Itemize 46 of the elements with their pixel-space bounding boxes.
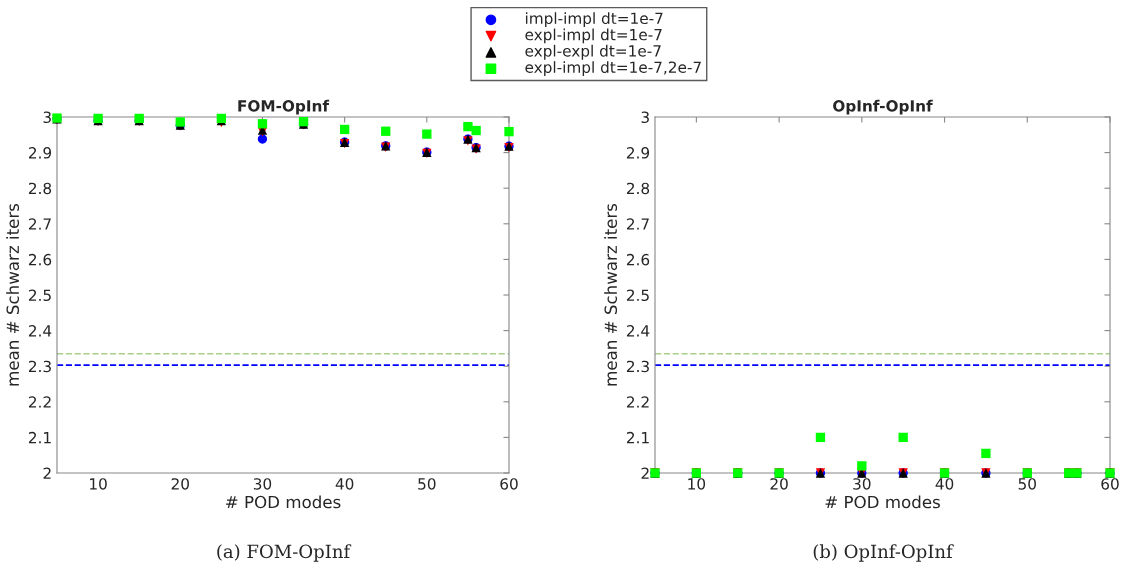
y-tick-label: 2.6 <box>626 253 650 266</box>
x-tick-label: 60 <box>1101 478 1119 490</box>
y-tick-label: 2.7 <box>626 218 649 230</box>
y-tick-label: 2.8 <box>626 182 650 195</box>
y-axis-title: mean # Schwarz iters <box>6 203 20 386</box>
y-tick-label: 2.7 <box>28 218 51 230</box>
legend-label: impl-impl dt=1e-7 <box>525 12 663 28</box>
y-tick-label: 2.9 <box>28 147 52 159</box>
x-tick-label: 20 <box>171 478 189 490</box>
text: (a) FOM-OpInf <box>217 544 352 562</box>
y-axis-title: mean # Schwarz iters <box>604 203 618 386</box>
chart-title: OpInf-OpInf <box>833 99 933 115</box>
y-tick-label: 2.3 <box>28 360 51 373</box>
x-axis-title: # POD modes <box>825 495 940 509</box>
x-tick-label: 30 <box>253 478 272 490</box>
x-tick-label: 10 <box>90 478 107 490</box>
y-tick-label: 2.6 <box>28 253 52 266</box>
x-tick-label: 40 <box>935 478 954 490</box>
x-tick-label: 10 <box>688 478 706 490</box>
y-tick-label: 2.5 <box>626 289 649 302</box>
y-tick-label: 2.8 <box>28 182 52 195</box>
x-tick-label: 60 <box>500 478 518 490</box>
y-tick-label: 2.3 <box>626 360 649 373</box>
legend-label: expl-expl dt=1e-7 <box>525 44 661 60</box>
text: (b) OpInf-OpInf <box>813 544 954 562</box>
x-tick-label: 50 <box>1018 478 1036 490</box>
y-tick-label: 2 <box>43 467 51 479</box>
y-tick-label: 2 <box>641 467 649 479</box>
y-tick-label: 3 <box>43 111 51 124</box>
y-tick-label: 2.1 <box>28 431 51 444</box>
y-tick-label: 2.2 <box>626 396 649 408</box>
y-tick-label: 2.2 <box>28 396 51 408</box>
y-tick-label: 2.4 <box>626 325 650 337</box>
y-tick-label: 2.4 <box>28 325 52 337</box>
legend-label: expl-impl dt=1e-7 <box>525 28 662 44</box>
x-tick-label: 50 <box>418 478 436 490</box>
y-tick-label: 2.1 <box>626 431 649 444</box>
legend-label: expl-impl dt=1e-7,2e-7 <box>525 61 701 76</box>
chart-title: FOM-OpInf <box>238 99 330 115</box>
x-axis-title: # POD modes <box>226 495 341 509</box>
x-tick-label: 40 <box>335 478 354 490</box>
y-tick-label: 3 <box>641 111 649 124</box>
y-tick-label: 2.5 <box>28 289 51 302</box>
y-tick-label: 2.9 <box>626 147 650 159</box>
x-tick-label: 30 <box>853 478 871 490</box>
x-tick-label: 20 <box>770 478 788 490</box>
